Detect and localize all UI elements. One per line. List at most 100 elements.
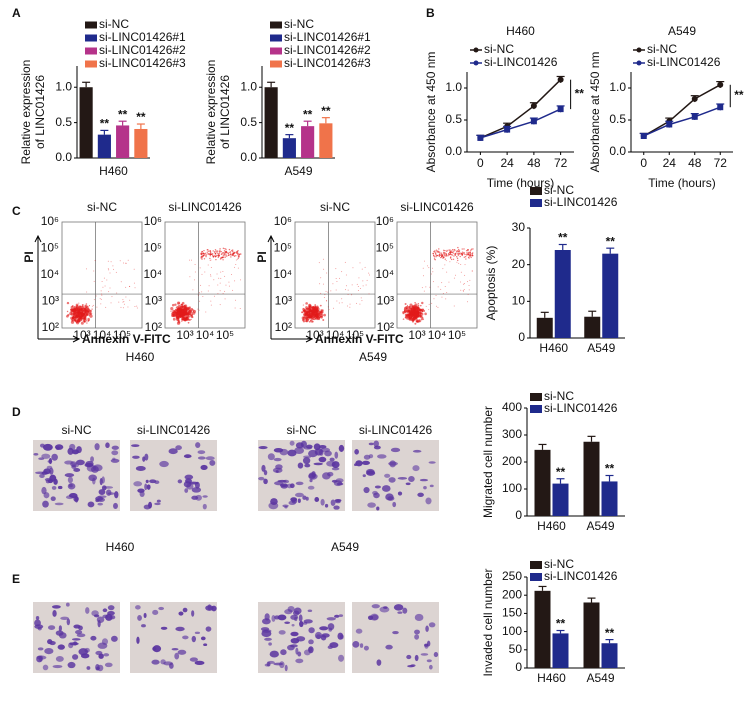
flow-event <box>218 252 220 255</box>
flow-event <box>320 277 322 279</box>
stained-cell <box>335 500 341 504</box>
stained-cell <box>273 457 282 462</box>
flow-event <box>467 249 469 252</box>
flow-event <box>320 313 324 317</box>
stained-cell <box>102 608 108 613</box>
stained-cell <box>302 495 307 500</box>
flow-event <box>224 256 226 258</box>
flow-event <box>411 317 416 321</box>
flow-event <box>444 264 446 266</box>
legend-swatch <box>530 405 542 413</box>
flow-event <box>461 252 463 255</box>
cell-line-label: A549 <box>331 540 359 554</box>
flow-event <box>234 280 236 282</box>
y-axis-label: of LINC01426 <box>218 75 232 149</box>
stained-cell <box>278 630 286 635</box>
flow-event <box>463 283 465 285</box>
flow-event <box>231 253 234 256</box>
flow-event <box>307 307 310 310</box>
stained-cell <box>44 647 54 655</box>
cell-line-label: A549 <box>359 350 387 364</box>
flow-event <box>202 296 204 298</box>
flow-event <box>222 270 224 272</box>
flow-event <box>415 319 417 321</box>
flow-event <box>468 284 470 286</box>
flow-event <box>197 294 199 296</box>
flow-event <box>187 321 190 324</box>
flow-event <box>318 308 321 310</box>
flow-event <box>204 271 206 273</box>
flow-event <box>208 250 210 252</box>
stained-cell <box>336 482 344 486</box>
flow-event <box>78 310 81 313</box>
flow-event <box>194 279 196 281</box>
legend-swatch <box>530 199 542 207</box>
flow-event <box>176 321 181 325</box>
stained-cell <box>300 440 307 448</box>
flow-event <box>456 253 458 255</box>
flow-event <box>194 263 196 265</box>
flow-event <box>200 255 203 258</box>
flow-event <box>438 254 441 256</box>
legend-swatch <box>270 47 282 55</box>
flow-event <box>445 255 448 257</box>
flow-event <box>462 290 464 292</box>
flow-event <box>174 313 178 317</box>
bar <box>583 602 600 668</box>
flow-event <box>442 254 444 256</box>
significance: ** <box>734 88 744 102</box>
stained-cell <box>260 627 270 631</box>
flow-event <box>464 274 466 276</box>
y-tick-label: 0.0 <box>609 144 626 158</box>
flow-event <box>219 282 221 284</box>
flow-event <box>73 318 76 321</box>
flow-event <box>440 288 442 290</box>
stained-cell <box>374 485 381 489</box>
stained-cell <box>392 501 397 508</box>
flow-event <box>346 305 348 307</box>
flow-event <box>219 248 221 250</box>
flow-event <box>226 255 228 257</box>
stained-cell <box>97 495 107 498</box>
flow-event <box>189 276 191 278</box>
y-tick-label: 0.5 <box>240 115 257 129</box>
stained-cell <box>271 614 276 622</box>
flow-event <box>207 290 209 292</box>
stained-cell <box>402 607 408 614</box>
stained-cell <box>132 455 140 459</box>
flow-event <box>417 304 420 307</box>
bar <box>552 483 569 516</box>
stained-cell <box>428 461 436 464</box>
stained-cell <box>48 625 56 630</box>
flow-event <box>362 285 364 287</box>
flow-event <box>181 320 183 322</box>
stained-cell <box>423 485 427 490</box>
flow-event <box>462 283 464 285</box>
flow-event <box>425 286 427 288</box>
flow-event <box>232 250 234 253</box>
flow-event <box>436 254 439 257</box>
flow-event <box>435 256 437 258</box>
flow-event <box>408 305 412 309</box>
flow-event <box>209 257 211 260</box>
x-tick-label: 72 <box>554 156 568 170</box>
legend-marker <box>636 47 642 53</box>
flow-event <box>100 298 102 300</box>
flow-event <box>441 256 443 258</box>
flow-event <box>215 255 218 257</box>
stained-cell <box>333 505 340 510</box>
x-tick-label: 24 <box>500 156 514 170</box>
stained-cell <box>71 638 81 641</box>
flow-event <box>176 301 181 305</box>
flow-event <box>446 271 448 273</box>
stained-cell <box>72 654 79 660</box>
y-tick-label: 300 <box>502 427 522 441</box>
flow-event <box>226 251 228 254</box>
flow-event <box>451 254 454 256</box>
flow-event <box>210 253 212 255</box>
flow-event <box>414 322 417 325</box>
flow-event <box>189 319 191 321</box>
flow-event <box>234 266 236 268</box>
flow-event <box>432 267 434 269</box>
stained-cell <box>366 470 376 476</box>
